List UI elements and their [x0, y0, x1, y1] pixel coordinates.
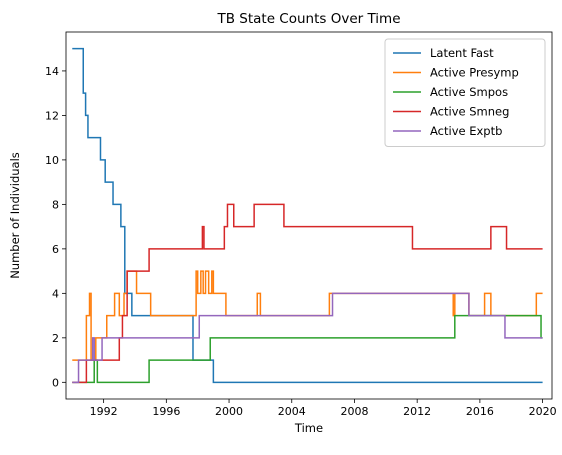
x-tick-label: 2008	[340, 405, 368, 418]
y-axis-label: Number of Individuals	[8, 152, 22, 279]
x-axis-label: Time	[294, 421, 323, 435]
x-tick-label: 2020	[529, 405, 557, 418]
y-tick-label: 12	[45, 109, 59, 122]
y-axis-ticks: 0 2 4 6 8 10 12 14	[45, 65, 66, 389]
x-tick-label: 2012	[403, 405, 431, 418]
y-tick-label: 2	[52, 332, 59, 345]
plot-frame	[65, 31, 553, 400]
legend-entry-label: Active Presymp	[430, 66, 519, 80]
y-tick-label: 8	[52, 198, 59, 211]
x-tick-label: 1992	[90, 405, 118, 418]
legend-entry-label: Active Exptb	[430, 124, 502, 138]
chart-title: TB State Counts Over Time	[216, 11, 400, 27]
legend-entry-label: Latent Fast	[430, 46, 494, 60]
y-tick-label: 0	[52, 376, 59, 389]
x-axis-ticks: 1992 1996 2000 2004 2008 2012 2016 2020	[90, 399, 557, 418]
legend: Latent Fast Active Presymp Active Smpos Act…	[384, 38, 546, 147]
series-line-latent-fast	[72, 47, 543, 384]
y-tick-label: 10	[45, 154, 59, 167]
legend-entry-label: Active Smpos	[430, 85, 508, 99]
y-tick-label: 6	[52, 243, 59, 256]
series-line-active-exptb	[72, 292, 543, 384]
series-line-active-smneg	[72, 203, 543, 384]
x-tick-label: 2000	[215, 405, 243, 418]
y-tick-label: 14	[45, 65, 59, 78]
x-tick-label: 2004	[278, 405, 306, 418]
y-tick-label: 4	[52, 287, 59, 300]
x-tick-label: 2016	[466, 405, 494, 418]
x-tick-label: 1996	[152, 405, 180, 418]
legend-entry-label: Active Smneg	[430, 105, 509, 119]
legend-box	[384, 38, 546, 147]
series-lines	[72, 47, 543, 384]
